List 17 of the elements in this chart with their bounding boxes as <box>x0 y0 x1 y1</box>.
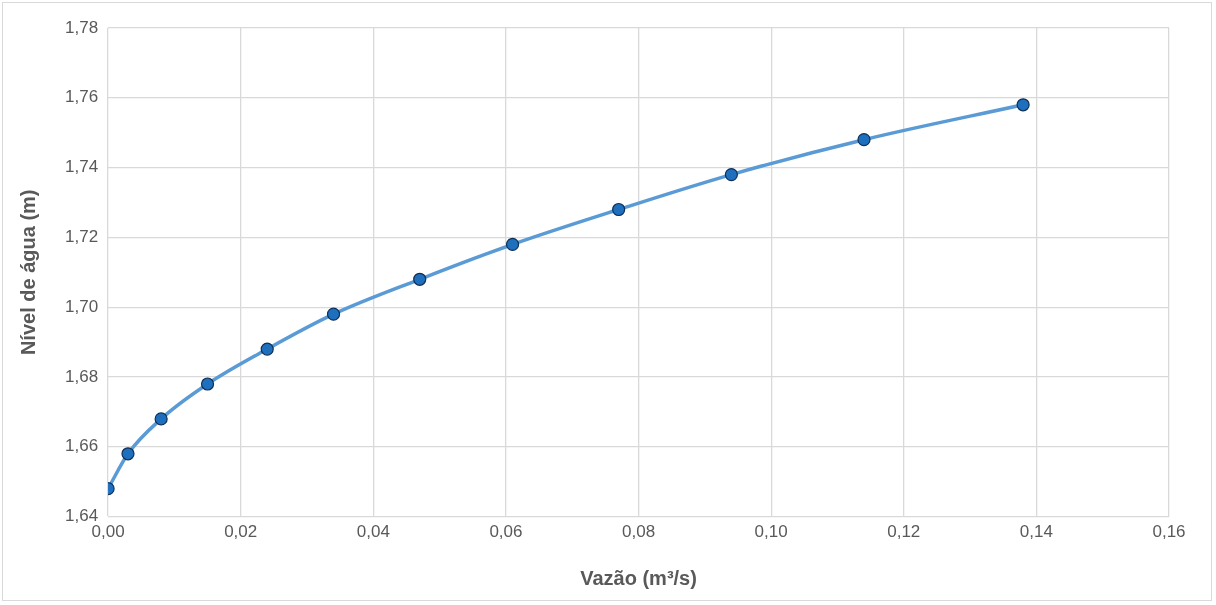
x-tick-label: 0,02 <box>224 522 258 542</box>
y-tick-label: 1,72 <box>64 227 99 247</box>
x-tick-label: 0,04 <box>356 522 390 542</box>
x-tick-label: 0,10 <box>754 522 788 542</box>
y-tick-label: 1,74 <box>64 157 99 177</box>
x-tick-label: 0,12 <box>887 522 921 542</box>
x-tick-label: 0,06 <box>489 522 523 542</box>
x-axis-title: Vazão (m³/s) <box>580 566 697 589</box>
x-tick-label: 0,16 <box>1152 522 1186 542</box>
y-tick-label: 1,78 <box>64 17 99 37</box>
y-tick-label: 1,76 <box>64 87 99 107</box>
y-tick-label: 1,68 <box>64 366 99 386</box>
y-axis-title: Nível de água (m) <box>16 189 39 356</box>
y-tick-label: 1,70 <box>64 296 99 316</box>
x-tick-label: 0,08 <box>622 522 656 542</box>
y-tick-label: 1,66 <box>64 436 99 456</box>
x-tick-label: 0,14 <box>1019 522 1053 542</box>
